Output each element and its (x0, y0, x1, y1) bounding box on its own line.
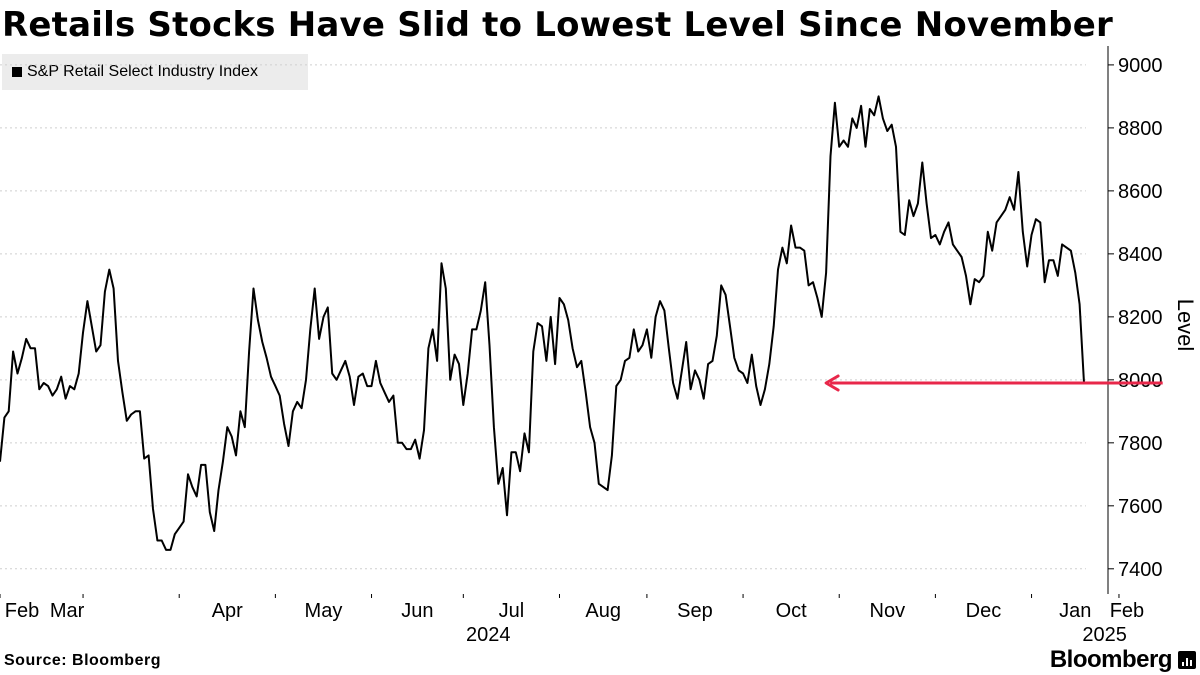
x-year-label: 2025 (1082, 624, 1127, 646)
series-line (0, 95, 1085, 551)
x-tick-label: Feb (1110, 600, 1144, 622)
y-tick-label: 8200 (1118, 307, 1163, 329)
gridlines (0, 64, 1086, 570)
chart-title: Retails Stocks Have Slid to Lowest Level… (2, 5, 1113, 45)
legend-label: S&P Retail Select Industry Index (27, 63, 258, 80)
y-tick-label: 8000 (1118, 370, 1163, 392)
x-tick-label: Jan (1059, 600, 1091, 622)
brand-logo: Bloomberg (1050, 646, 1196, 674)
annotation-group (824, 374, 1163, 392)
brand-name: Bloomberg (1049, 646, 1173, 673)
x-tick-label: Apr (212, 600, 243, 622)
y-tick-label: 8400 (1118, 244, 1163, 266)
legend-swatch (12, 67, 22, 77)
bar-chart-icon (1178, 651, 1196, 669)
x-tick-label: Sep (677, 600, 713, 622)
y-tick-label: 7600 (1118, 496, 1163, 518)
x-tick-label: Feb (5, 600, 39, 622)
source-note: Source: Bloomberg (4, 652, 161, 669)
x-tick-label: Nov (870, 600, 906, 622)
y-tick-label: 8600 (1118, 181, 1163, 203)
x-tick-label: May (305, 600, 343, 622)
x-tick-label: Dec (966, 600, 1002, 622)
x-tick-label: Jun (401, 600, 433, 622)
x-tick-label: Aug (585, 600, 621, 622)
x-tick-label: Oct (776, 600, 808, 622)
y-tick-label: 8800 (1118, 118, 1163, 140)
x-axis: Feb Mar Apr May Jun Jul Aug Sep Oct Nov Dec Jan Feb2… (0, 594, 1144, 646)
y-tick-label: 7400 (1118, 559, 1163, 581)
x-year-label: 2024 (466, 624, 511, 646)
x-tick-label: Mar (50, 600, 85, 622)
y-tick-label: 7800 (1118, 433, 1163, 455)
y-axis: 7400 7600 7800 8000 8200 8400 8600 8800 9000 Leve… (1107, 46, 1198, 594)
annotation-arrow-head (824, 374, 840, 392)
x-tick-label: Jul (499, 600, 525, 622)
y-axis-title: Level (1173, 299, 1198, 352)
series-group (0, 95, 1085, 551)
legend: S&P Retail Select Industry Index (2, 54, 308, 90)
y-tick-label: 9000 (1118, 55, 1163, 77)
